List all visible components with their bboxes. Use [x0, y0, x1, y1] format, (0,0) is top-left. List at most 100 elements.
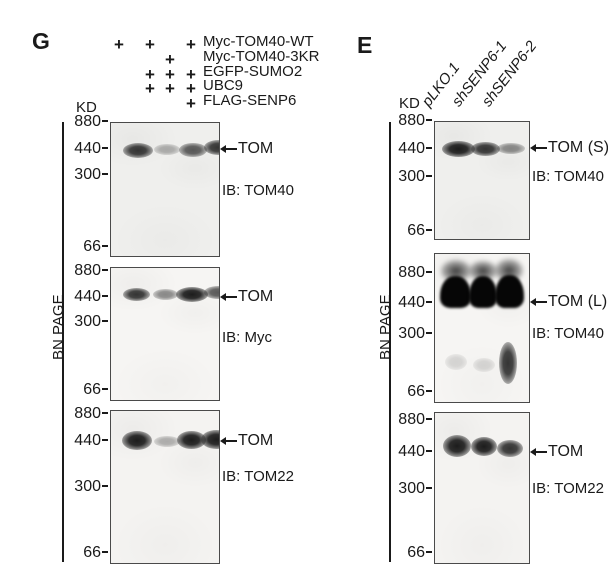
band-pointer-e-tom40-s: TOM (S) [530, 139, 608, 157]
band-g-myc-lane3 [176, 287, 208, 302]
marker-g3-300: 300 [72, 478, 108, 496]
band-pointer-label: TOM [238, 288, 274, 305]
bn-page-label-e: BN PAGE [377, 294, 394, 360]
marker-g3-880: 880 [72, 405, 108, 423]
ib-label-g-tom40: IB: TOM40 [222, 182, 294, 199]
band-pointer-label: TOM [238, 140, 274, 157]
marker-g3-66: 66 [79, 544, 108, 562]
marker-tick [102, 412, 108, 414]
ib-label-e-tom40-l: IB: TOM40 (L) [532, 325, 608, 342]
marker-g2-440: 440 [72, 288, 108, 306]
condition-label-egfp-sumo2: EGFP-SUMO2 [203, 63, 303, 80]
marker-e2-300: 300 [396, 325, 432, 343]
band-e-tom40l-lane1 [440, 276, 471, 308]
smear-e-tom40l-lo-lane1 [445, 354, 467, 370]
marker-g2-880: 880 [72, 262, 108, 280]
marker-g1-66: 66 [79, 238, 108, 256]
left-arrow-icon [530, 143, 547, 153]
marker-e1-880: 880 [396, 112, 432, 130]
left-arrow-icon [220, 144, 237, 154]
marker-g3-440: 440 [72, 432, 108, 450]
band-g-tom22-lane2 [154, 436, 180, 447]
condition-plus-r4-l4: + [186, 79, 196, 98]
marker-tick [426, 271, 432, 273]
condition-label-ubc9: UBC9 [203, 77, 244, 94]
condition-plus-r5-l4: + [186, 94, 196, 113]
marker-tick [102, 173, 108, 175]
blot-e-tom22 [434, 412, 530, 564]
condition-plus-r1-l4: + [186, 35, 196, 54]
blot-background-texture [435, 122, 529, 239]
ib-label-e-tom40-s: IB: TOM40 (S) [532, 168, 608, 185]
marker-tick [102, 269, 108, 271]
band-g-tom22-lane1 [122, 431, 152, 450]
marker-e1-300: 300 [396, 168, 432, 186]
band-g-myc-lane2 [153, 289, 178, 300]
bn-page-bracket-e [389, 122, 391, 562]
band-pointer-label: TOM [548, 443, 584, 460]
band-pointer-g-myc: TOM [220, 288, 273, 306]
band-e-tom40s-lane2 [471, 142, 500, 156]
marker-g1-880: 880 [72, 113, 108, 131]
marker-tick [102, 439, 108, 441]
blot-e-tom40-l [434, 253, 530, 403]
marker-e2-66: 66 [403, 383, 432, 401]
marker-e3-300: 300 [396, 480, 432, 498]
marker-e3-440: 440 [396, 443, 432, 461]
marker-tick [426, 119, 432, 121]
marker-tick [426, 147, 432, 149]
blot-e-tom40-s [434, 121, 530, 240]
blot-g-tom40 [110, 122, 220, 257]
marker-tick [426, 390, 432, 392]
band-pointer-e-tom22: TOM [530, 443, 583, 461]
band-g-myc-lane4 [204, 286, 219, 299]
marker-tick [426, 229, 432, 231]
marker-tick [102, 320, 108, 322]
marker-tick [102, 485, 108, 487]
marker-g2-66: 66 [79, 381, 108, 399]
marker-tick [426, 487, 432, 489]
marker-g2-300: 300 [72, 313, 108, 331]
marker-e2-880: 880 [396, 264, 432, 282]
marker-tick [102, 147, 108, 149]
left-arrow-icon [220, 436, 237, 446]
band-pointer-g-tom40: TOM [220, 140, 273, 158]
blot-background-texture [111, 123, 219, 256]
band-g-tom40-lane4 [204, 140, 219, 155]
band-e-tom40s-lane1 [442, 141, 475, 157]
marker-tick [426, 551, 432, 553]
marker-g1-300: 300 [72, 166, 108, 184]
left-arrow-icon [220, 292, 237, 302]
band-pointer-g-tom22: TOM [220, 432, 273, 450]
blot-background-texture [111, 268, 219, 400]
marker-e2-440: 440 [396, 294, 432, 312]
ib-label-g-myc: IB: Myc [222, 329, 273, 346]
condition-plus-r4-l2: + [145, 79, 155, 98]
kd-title-panel-e: KD [399, 95, 420, 112]
band-e-tom40l-lane3 [495, 275, 524, 308]
band-e-tom22-lane3 [497, 440, 523, 457]
ib-label-g-tom22: IB: TOM22 [222, 468, 294, 485]
condition-plus-r1-l2: + [145, 35, 155, 54]
marker-tick [426, 450, 432, 452]
band-e-tom22-lane2 [471, 437, 497, 456]
band-e-tom40s-lane3 [497, 143, 525, 154]
marker-tick [102, 388, 108, 390]
marker-tick [102, 551, 108, 553]
marker-tick [426, 301, 432, 303]
condition-label-myc-tom40-wt: Myc-TOM40-WT [203, 33, 314, 50]
bn-page-label-g: BN PAGE [50, 294, 67, 360]
marker-e3-880: 880 [396, 411, 432, 429]
condition-label-flag-senp6: FLAG-SENP6 [203, 92, 297, 109]
marker-e3-66: 66 [403, 544, 432, 562]
band-pointer-label: TOM (L) [548, 293, 608, 310]
marker-tick [426, 175, 432, 177]
band-e-tom40l-lane2 [469, 276, 497, 308]
band-g-tom40-lane1 [123, 143, 153, 158]
marker-e1-440: 440 [396, 140, 432, 158]
band-pointer-e-tom40-l: TOM (L) [530, 293, 607, 311]
ib-label-e-tom22: IB: TOM22 [532, 480, 604, 497]
band-g-tom22-lane4 [201, 430, 219, 449]
left-arrow-icon [530, 297, 547, 307]
